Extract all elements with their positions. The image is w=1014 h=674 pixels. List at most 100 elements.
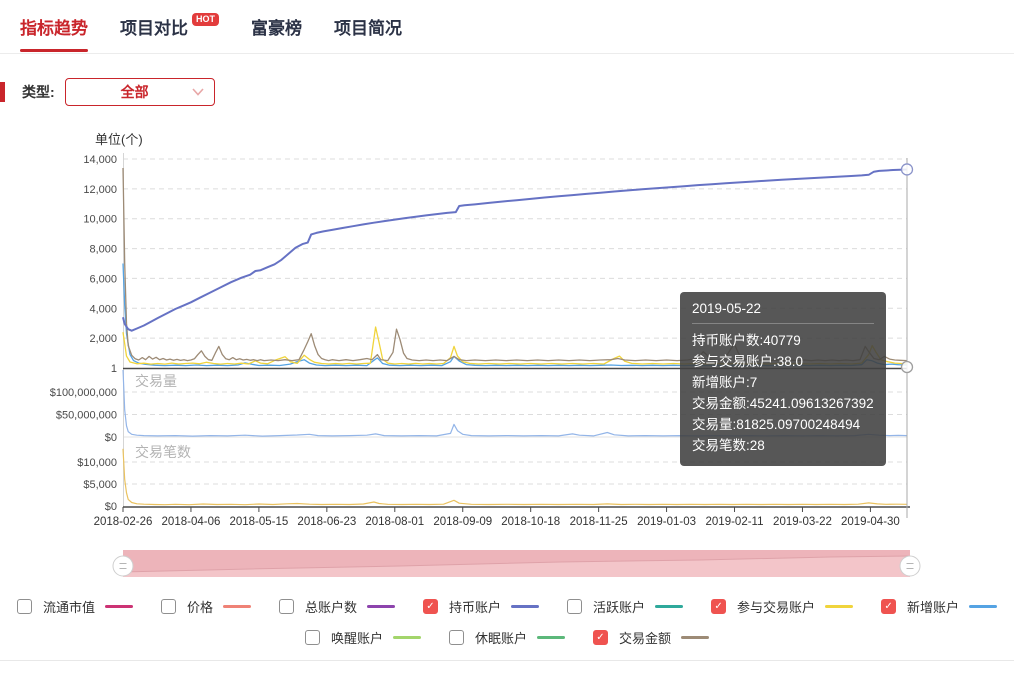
legend-line-swatch [537,636,565,639]
type-select-value: 全部 [120,84,149,100]
svg-text:$50,000,000: $50,000,000 [56,410,117,422]
chart-tooltip: 2019-05-22 持币账户数:40779 参与交易账户:38.0 新增账户:7 交… [680,292,886,466]
legend-item-label: 新增账户 [907,600,960,615]
tooltip-row: 新增账户:7 [692,375,758,390]
legend-item-label: 价格 [186,600,213,615]
svg-text:2019-02-11: 2019-02-11 [706,516,764,528]
legend-item[interactable]: 流通市值 [16,597,133,616]
svg-text:$0: $0 [105,501,117,513]
tooltip-row: 持币账户数:40779 [692,333,801,348]
tooltip-rows: 持币账户数:40779 参与交易账户:38.0 新增账户:7 交易金额:45241.0… [692,330,874,456]
legend-line-swatch [825,605,854,608]
hot-badge: HOT [192,13,219,26]
legend-line-swatch [655,605,684,608]
legend-item[interactable]: ✓ 持币账户 [422,597,539,616]
datazoom-handle-right[interactable] [899,555,921,577]
type-label: 类型: [22,84,55,100]
legend-item[interactable]: 总账户数 [278,597,395,616]
svg-text:4,000: 4,000 [89,303,117,315]
legend-item-label: 总账户数 [304,600,357,615]
svg-text:10,000: 10,000 [83,214,117,226]
type-filter-row: 类型: 全部 [0,77,215,107]
svg-text:2019-04-30: 2019-04-30 [841,516,900,528]
svg-text:2018-04-06: 2018-04-06 [162,516,221,528]
nav-tab-rich-list[interactable]: 富豪榜 [251,0,302,53]
legend-item-label: 持币账户 [448,600,501,615]
nav-tab-indicator-trend[interactable]: 指标趋势 [20,0,88,53]
legend-item[interactable]: 活跃账户 [567,597,684,616]
section-marker-bar [0,82,5,102]
svg-text:12,000: 12,000 [83,184,117,196]
legend-item-label: 参与交易账户 [737,600,816,615]
tooltip-row: 交易量:81825.09700248494 [692,417,861,432]
checkbox-checked-icon[interactable]: ✓ [593,630,608,645]
legend-line-swatch [969,605,998,608]
legend-row-2: 唤醒账户 休眠账户 ✓ 交易金额 [0,628,1014,647]
svg-text:8,000: 8,000 [89,244,117,256]
legend-item[interactable]: 唤醒账户 [304,628,421,647]
type-select[interactable]: 全部 [64,78,215,106]
nav-tab-project-brief[interactable]: 项目简况 [334,0,402,53]
top-navbar: 指标趋势 项目对比 HOT 富豪榜 项目简况 [0,0,1014,54]
band-label-volume: 交易量 [135,373,177,389]
checkbox-checked-icon[interactable]: ✓ [711,599,727,614]
checkbox-unchecked-icon[interactable] [160,599,176,614]
nav-tab-project-compare[interactable]: 项目对比 HOT [120,0,219,53]
nav-tab-label: 项目简况 [334,19,402,38]
legend-line-swatch [511,605,539,608]
legend-item-label: 流通市值 [42,600,95,615]
hover-marker-bottom [900,360,914,374]
legend-item[interactable]: ✓ 交易金额 [593,628,710,647]
datazoom-silhouette [123,550,910,572]
checkbox-unchecked-icon[interactable] [448,630,464,645]
svg-text:6,000: 6,000 [89,273,117,285]
legend-line-swatch [104,605,133,608]
series-tx-count-line [122,448,908,506]
legend-item[interactable]: 休眠账户 [448,628,565,647]
datazoom-handle-left[interactable] [112,555,134,577]
svg-text:2019-01-03: 2019-01-03 [637,516,696,528]
checkbox-unchecked-icon[interactable] [567,599,582,614]
svg-text:14,000: 14,000 [83,154,117,166]
legend-row-1: 流通市值 价格 总账户数 ✓ 持币账户 活跃账户 ✓ 参与交易账户 ✓ 新增账户 [0,597,1014,616]
svg-text:2019-03-22: 2019-03-22 [773,516,832,528]
checkbox-checked-icon[interactable]: ✓ [881,599,897,614]
checkbox-checked-icon[interactable]: ✓ [422,599,438,614]
tooltip-divider [692,323,874,324]
svg-text:$5,000: $5,000 [83,479,117,491]
checkbox-unchecked-icon[interactable] [304,630,320,645]
legend-line-swatch [222,605,251,608]
tooltip-row: 交易金额:45241.09613267392 [692,396,874,411]
svg-text:$0: $0 [105,432,117,444]
svg-text:2018-10-18: 2018-10-18 [501,516,560,528]
y-axis-tick-labels: 12,0004,0006,0008,00010,00012,00014,000$… [50,154,117,513]
chevron-down-icon [192,88,204,96]
y-axis-unit-label: 单位(个) [95,132,143,147]
svg-text:2018-08-01: 2018-08-01 [365,516,424,528]
checkbox-unchecked-icon[interactable] [16,599,32,614]
legend-item-label: 休眠账户 [474,631,527,646]
svg-text:2018-05-15: 2018-05-15 [229,516,288,528]
nav-tab-label: 指标趋势 [20,19,88,38]
nav-tab-label: 富豪榜 [251,19,302,38]
hover-marker-top [900,163,914,176]
legend-item-label: 活跃账户 [593,600,646,615]
legend-item[interactable]: 价格 [160,597,251,616]
legend-item[interactable]: ✓ 参与交易账户 [711,597,854,616]
legend-item[interactable]: ✓ 新增账户 [881,597,998,616]
legend-item-label: 唤醒账户 [330,631,383,646]
svg-text:2,000: 2,000 [89,333,117,345]
x-axis-tick-labels: 2018-02-26 2018-04-06 2018-05-15 2018-06-23… [94,507,900,528]
legend-line-swatch [392,636,421,639]
svg-text:2018-02-26: 2018-02-26 [94,516,153,528]
band-label-count: 交易笔数 [135,444,191,460]
tooltip-date: 2019-05-22 [692,301,762,316]
checkbox-unchecked-icon[interactable] [278,599,294,614]
tooltip-row: 参与交易账户:38.0 [692,354,804,369]
svg-text:$10,000: $10,000 [77,457,117,469]
bottom-divider [0,660,1014,661]
legend-line-swatch [681,636,710,639]
svg-text:$100,000,000: $100,000,000 [50,387,117,399]
nav-tab-label: 项目对比 [120,19,188,38]
